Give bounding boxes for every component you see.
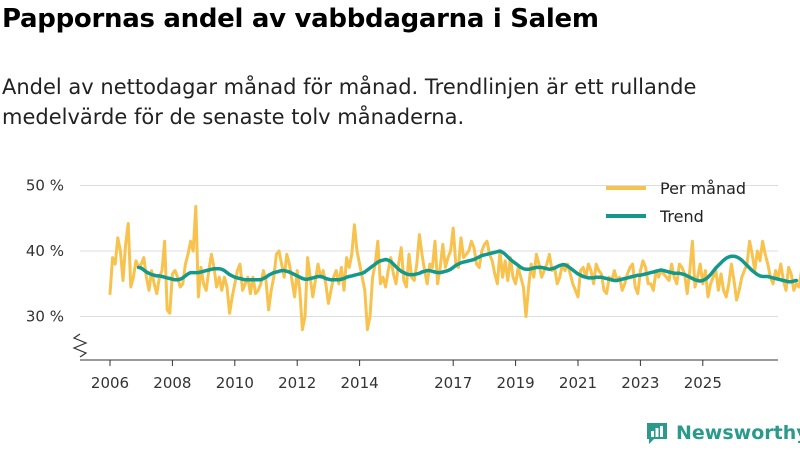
- legend: Per månad Trend: [606, 179, 746, 226]
- series-line-per-manad: [108, 205, 800, 332]
- series-line-trend: [136, 249, 799, 284]
- x-tick-label: 2008: [153, 374, 191, 392]
- brand-name: Newsworthy: [676, 422, 800, 444]
- legend-label: Per månad: [660, 179, 746, 198]
- x-tick-label: 2017: [434, 374, 472, 392]
- chart-title: Pappornas andel av vabbdagarna i Salem: [2, 4, 599, 34]
- x-tick-label: 2025: [684, 374, 722, 392]
- y-tick-label: 50 %: [26, 177, 64, 195]
- x-tick-label: 2012: [278, 374, 316, 392]
- brand: Newsworthy: [644, 420, 800, 446]
- x-tick-label: 2010: [216, 374, 254, 392]
- legend-label: Trend: [659, 207, 704, 226]
- y-tick-label: 40 %: [26, 242, 64, 260]
- y-tick-label: 30 %: [26, 308, 64, 326]
- x-tick-label: 2006: [91, 374, 129, 392]
- x-tick-label: 2021: [559, 374, 597, 392]
- x-tick-label: 2023: [621, 374, 659, 392]
- newsworthy-logo-icon: [647, 423, 667, 444]
- axis-break-icon: [72, 333, 88, 358]
- axes: 30 % 40 % 50 % 2006 2008 2010 2012 2014 2017 2019…: [26, 177, 778, 392]
- gridlines: [80, 185, 778, 317]
- x-tick-label: 2014: [341, 374, 379, 392]
- chart-subtitle: Andel av nettodagar månad för månad. Tre…: [2, 75, 697, 129]
- x-tick-label: 2019: [497, 374, 535, 392]
- series-lines: [108, 205, 800, 332]
